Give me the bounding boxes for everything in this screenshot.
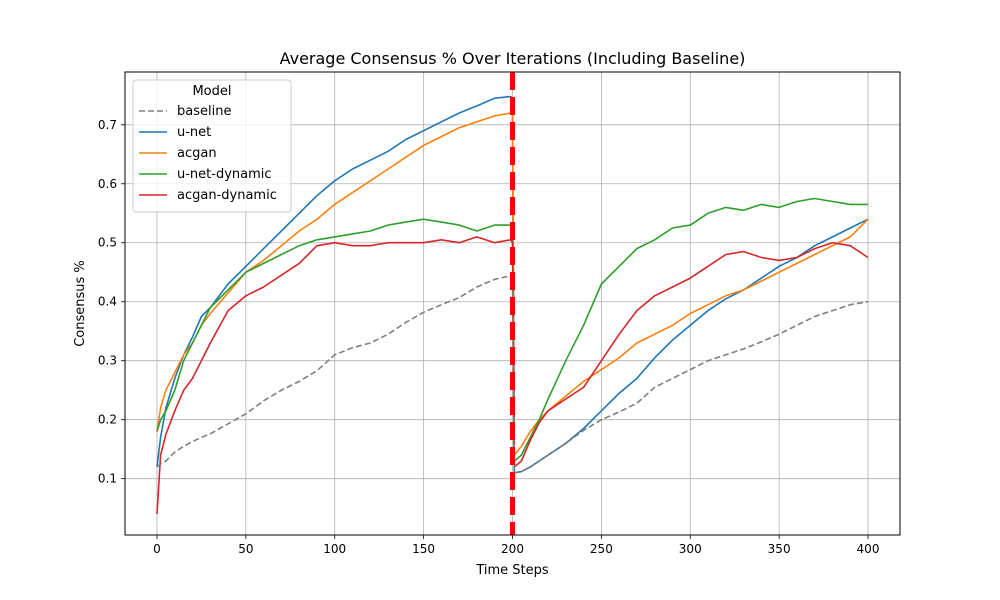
y-tick-label: 0.4 bbox=[98, 295, 117, 309]
legend-label-u-net-dynamic: u-net-dynamic bbox=[177, 167, 272, 182]
x-tick-label: 0 bbox=[153, 542, 161, 556]
legend-label-baseline: baseline bbox=[177, 104, 231, 119]
y-tick-label: 0.6 bbox=[98, 177, 117, 191]
x-tick-label: 150 bbox=[412, 542, 435, 556]
x-tick-label: 100 bbox=[323, 542, 346, 556]
axis-ticks: 0 50 100 150 200 250 300 350 400 0.1 0.2 0.3 0.4 0.5 0… bbox=[98, 118, 880, 556]
x-tick-label: 50 bbox=[238, 542, 253, 556]
y-tick-label: 0.7 bbox=[98, 118, 117, 132]
x-axis-label: Time Steps bbox=[475, 563, 549, 578]
legend-label-acgan: acgan bbox=[177, 146, 217, 161]
x-tick-label: 350 bbox=[768, 542, 791, 556]
x-tick-label: 300 bbox=[679, 542, 702, 556]
x-tick-label: 400 bbox=[857, 542, 880, 556]
y-tick-label: 0.5 bbox=[98, 236, 117, 250]
legend-label-acgan-dynamic: acgan-dynamic bbox=[177, 188, 277, 203]
y-axis-label: Consensus % bbox=[73, 260, 88, 347]
legend-entries: baseline u-net acgan u-net-dynamic acgan-dyn… bbox=[139, 104, 277, 203]
legend-box bbox=[132, 79, 292, 213]
y-tick-label: 0.2 bbox=[98, 413, 117, 427]
chart-title: Average Consensus % Over Iterations (Inc… bbox=[280, 49, 746, 68]
legend-label-u-net: u-net bbox=[177, 125, 211, 140]
series-line-u-net bbox=[156, 95, 869, 474]
y-tick-label: 0.3 bbox=[98, 354, 117, 368]
x-tick-label: 250 bbox=[590, 542, 613, 556]
x-tick-label: 200 bbox=[501, 542, 524, 556]
legend: Model baseline u-net acgan u-net-dynamic acg… bbox=[132, 79, 292, 213]
y-tick-label: 0.1 bbox=[98, 472, 117, 486]
legend-title: Model bbox=[192, 84, 231, 99]
